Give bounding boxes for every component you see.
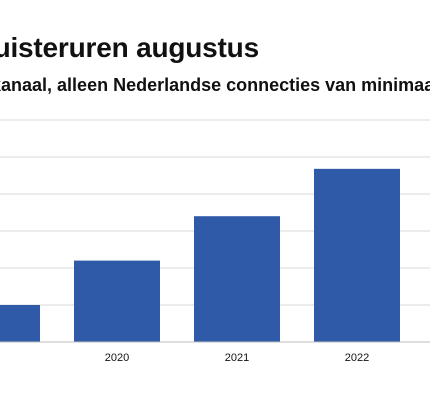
bars <box>0 168 400 342</box>
bar-2021 <box>194 216 280 342</box>
bar-2020 <box>74 260 160 342</box>
x-tick-label-2020: 2020 <box>105 352 129 364</box>
bar-2022 <box>314 168 400 342</box>
chart-subtitle: lkanaal, alleen Nederlandse connecties v… <box>0 75 430 95</box>
chart-title: luisteruren augustus <box>0 32 259 63</box>
x-tick-labels: 9202020212022 <box>0 352 369 364</box>
x-tick-label-2021: 2021 <box>225 352 249 364</box>
bar-9 <box>0 305 40 342</box>
x-tick-label-2022: 2022 <box>345 352 369 364</box>
